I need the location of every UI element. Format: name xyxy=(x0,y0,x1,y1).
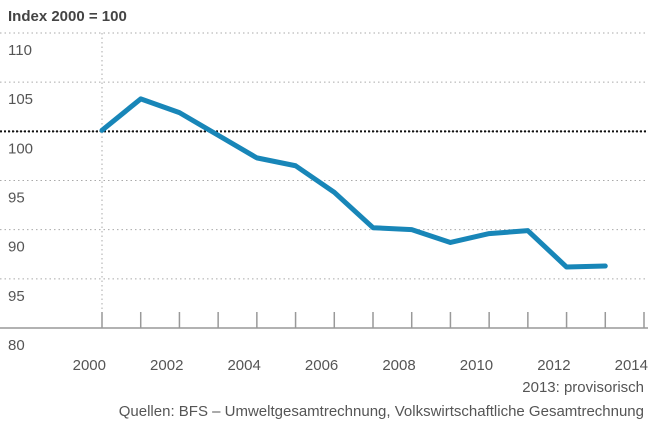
y-tick-label: 110 xyxy=(8,42,32,59)
x-tick-label: 2002 xyxy=(150,357,183,374)
source: Quellen: BFS – Umweltgesamtrechnung, Vol… xyxy=(119,403,644,420)
y-tick-label: 95 xyxy=(8,288,25,305)
x-tick-label: 2012 xyxy=(537,357,570,374)
line xyxy=(99,96,608,270)
note: 2013: provisorisch xyxy=(522,379,644,396)
y-tick-label: 105 xyxy=(8,91,33,108)
x-tick-label: 2008 xyxy=(382,357,415,374)
y-tick-label: 90 xyxy=(8,239,25,256)
x-tick-label: 2000 xyxy=(73,357,106,374)
x-tick-label: 2006 xyxy=(305,357,338,374)
y-tick-label: 100 xyxy=(8,140,33,157)
y-tick-label: 95 xyxy=(8,189,25,206)
y-axis-label: Index 2000 = 100 xyxy=(8,8,127,25)
x-tick-label: 2014 xyxy=(615,357,648,374)
x-tick-label: 2004 xyxy=(227,357,260,374)
x-tick-label: 2010 xyxy=(460,357,493,374)
y-tick-label: 80 xyxy=(8,337,25,354)
